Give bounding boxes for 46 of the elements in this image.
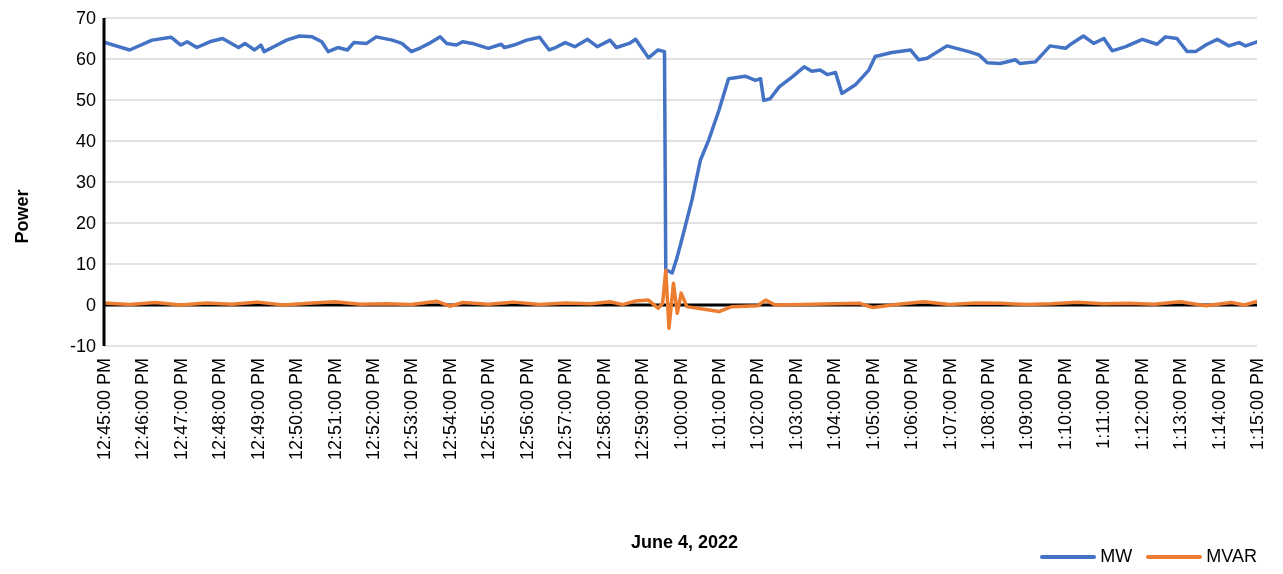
legend-label: MVAR [1206,546,1257,567]
x-tick-label: 12:58:00 PM [593,358,614,461]
x-tick-label: 1:05:00 PM [862,358,883,451]
line-series [104,268,1257,331]
x-tick-label: 1:02:00 PM [747,358,768,451]
legend-label: MW [1100,546,1133,567]
x-tick-label: 12:46:00 PM [132,358,153,461]
x-tick-label: 1:11:00 PM [1093,358,1114,449]
y-tick-label: 60 [75,49,96,70]
x-tick-label: 12:51:00 PM [324,358,345,461]
x-tick-label: 1:12:00 PM [1131,358,1152,451]
x-tick-label: 12:48:00 PM [209,358,230,461]
x-tick-label: 1:08:00 PM [977,358,998,451]
x-tick-label: 1:07:00 PM [939,358,960,451]
x-tick-label: 1:09:00 PM [1016,358,1037,451]
line-series [104,34,1257,275]
y-tick-label: -10 [69,336,96,357]
y-tick-label: 50 [75,90,96,111]
y-tick-label: 0 [85,295,96,316]
x-tick-label: 1:04:00 PM [824,358,845,451]
x-tick-label: 12:59:00 PM [632,358,653,461]
x-tick-label: 1:00:00 PM [670,358,691,451]
x-tick-label: 12:49:00 PM [247,358,268,461]
y-tick-label: 70 [75,8,96,29]
x-tick-label: 1:13:00 PM [1170,358,1191,451]
y-tick-label: 30 [75,172,96,193]
x-tick-label: 12:55:00 PM [478,358,499,461]
x-tick-label: 12:53:00 PM [401,358,422,461]
x-tick-label: 1:01:00 PM [708,358,729,451]
y-tick-label: 10 [75,254,96,275]
x-tick-label: 12:50:00 PM [286,358,307,461]
x-tick-label: 12:47:00 PM [170,358,191,461]
x-tick-label: 12:52:00 PM [363,358,384,461]
x-tick-label: 1:10:00 PM [1054,358,1075,451]
x-tick-label: 12:57:00 PM [555,358,576,461]
x-tick-label: 1:15:00 PM [1247,358,1267,451]
x-axis-title: June 4, 2022 [630,532,739,552]
y-tick-label: 40 [75,131,96,152]
x-tick-label: 1:06:00 PM [901,358,922,451]
x-tick-label: 1:14:00 PM [1208,358,1229,451]
x-tick-label: 12:56:00 PM [516,358,537,461]
x-tick-label: 12:45:00 PM [94,358,114,461]
y-axis-title: Power [11,188,33,244]
x-tick-label: 12:54:00 PM [439,358,460,461]
y-tick-label: 20 [75,213,96,234]
x-tick-label: 1:03:00 PM [785,358,806,451]
